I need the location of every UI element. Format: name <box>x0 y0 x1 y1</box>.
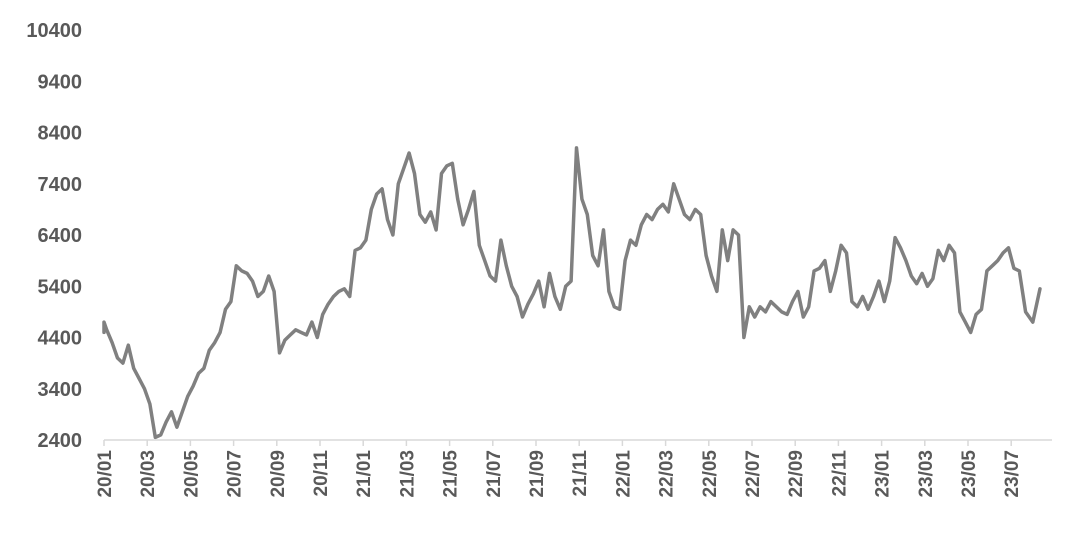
y-axis: 2400 3400 4400 5400 6400 7400 8400 9400 10400 <box>26 20 82 452</box>
x-tick-label: 21/07 <box>484 450 505 498</box>
y-tick-label: 10400 <box>26 20 82 42</box>
x-tick-label: 20/03 <box>138 450 159 498</box>
x-tick-label: 21/11 <box>570 450 591 497</box>
y-tick-label: 6400 <box>38 225 83 247</box>
y-tick-label: 2400 <box>38 430 83 452</box>
x-tick-label: 21/09 <box>527 450 548 498</box>
y-tick-label: 8400 <box>38 123 83 145</box>
x-tick-label: 23/01 <box>873 450 894 498</box>
x-tick-label: 22/03 <box>657 450 678 498</box>
x-tick-label: 21/01 <box>354 450 375 498</box>
x-tick-label: 23/05 <box>959 450 980 498</box>
x-tick-label: 22/09 <box>786 450 807 498</box>
y-tick-label: 5400 <box>38 276 83 298</box>
x-axis: 20/01 20/03 20/05 20/07 20/09 20/11 21/01 21/03… <box>95 440 1023 498</box>
y-tick-label: 9400 <box>38 71 83 93</box>
x-tick-label: 20/11 <box>311 450 332 497</box>
x-tick-label: 22/11 <box>829 450 850 497</box>
x-tick-label: 21/05 <box>441 450 462 498</box>
y-tick-label: 7400 <box>38 174 83 196</box>
x-tick-label: 23/03 <box>916 450 937 498</box>
x-tick-label: 21/03 <box>397 450 418 498</box>
x-tick-label: 22/07 <box>743 450 764 498</box>
x-tick-label: 20/07 <box>225 450 246 498</box>
x-tick-label: 22/01 <box>613 450 634 498</box>
y-tick-label: 4400 <box>38 328 83 350</box>
x-tick-label: 20/09 <box>268 450 289 498</box>
x-tick-label: 23/07 <box>1002 450 1023 498</box>
x-tick-label: 20/01 <box>95 450 116 498</box>
series-line <box>102 146 1042 440</box>
y-tick-label: 3400 <box>38 379 83 401</box>
x-tick-label: 22/05 <box>700 450 721 498</box>
x-tick-label: 20/05 <box>181 450 202 498</box>
plot-area <box>102 146 1042 440</box>
